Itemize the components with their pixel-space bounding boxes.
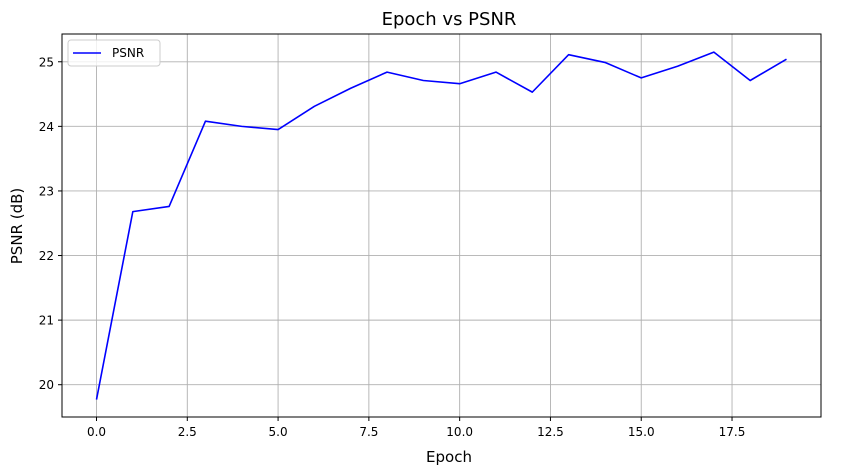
x-axis: 0.0 2.5 5.0 7.5 10.0 12.5 15.0 17.5 <box>87 417 745 439</box>
chart-title: Epoch vs PSNR <box>382 9 517 30</box>
y-tick-label: 22 <box>39 249 54 263</box>
y-tick-label: 25 <box>39 55 54 69</box>
x-tick-label: 2.5 <box>178 425 197 439</box>
series-layer <box>95 51 787 400</box>
legend-label-psnr: PSNR <box>112 46 144 60</box>
x-tick-label: 0.0 <box>87 425 106 439</box>
x-tick-label: 7.5 <box>359 425 378 439</box>
legend-box <box>67 39 161 67</box>
y-tick-label: 24 <box>39 120 54 134</box>
plot-area-frame <box>61 33 822 418</box>
legend: PSNR <box>67 39 161 67</box>
series-line-psnr <box>95 51 787 400</box>
y-axis: 20 21 22 23 24 25 <box>39 55 62 392</box>
x-tick-label: 10.0 <box>446 425 473 439</box>
y-tick-label: 23 <box>39 184 54 198</box>
y-axis-label: PSNR (dB) <box>8 188 26 265</box>
y-tick-label: 20 <box>39 378 54 392</box>
x-tick-label: 15.0 <box>628 425 655 439</box>
x-tick-label: 17.5 <box>719 425 746 439</box>
x-axis-label: Epoch <box>426 448 472 466</box>
y-tick-label: 21 <box>39 314 54 328</box>
x-tick-label: 5.0 <box>269 425 288 439</box>
x-tick-label: 12.5 <box>537 425 564 439</box>
grid-lines <box>62 34 821 417</box>
